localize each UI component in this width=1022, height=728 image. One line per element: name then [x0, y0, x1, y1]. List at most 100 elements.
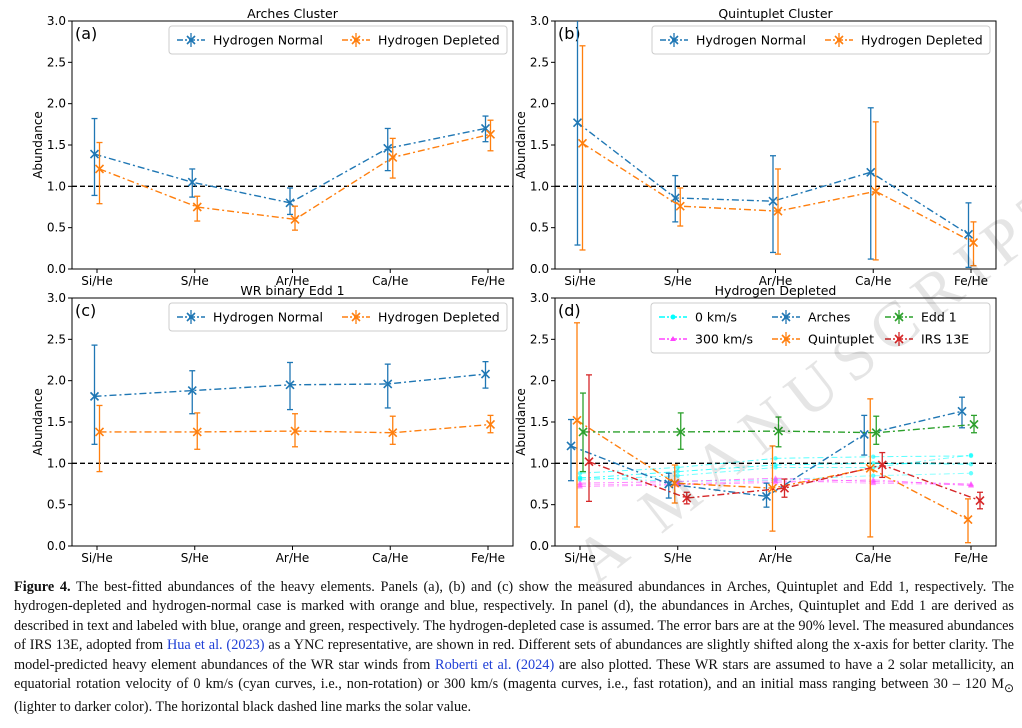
data-point — [767, 483, 778, 493]
data-point — [572, 415, 582, 425]
y-tick-label: 1.5 — [530, 138, 549, 152]
x-tick-label: Si/He — [81, 274, 112, 288]
model-marker — [773, 462, 778, 468]
plot-area — [555, 21, 996, 268]
model-marker — [968, 461, 974, 467]
legend-marker — [351, 35, 361, 45]
data-point — [187, 177, 197, 187]
legend-box — [651, 25, 991, 55]
plot-area — [72, 115, 513, 231]
x-tick-label: Fe/He — [954, 551, 988, 565]
panel-b: 0.0 0.5 1.0 1.5 2.0 2.5 3.0 Si/He S/He Ar/He Ca/He… — [514, 6, 997, 288]
data-point — [963, 229, 974, 239]
legend-label: 300 km/s — [695, 332, 753, 347]
data-point — [957, 406, 967, 416]
model-curve — [579, 472, 972, 483]
legend-label: Hydrogen Normal — [213, 310, 323, 325]
panel-a: 0.0 0.5 1.0 1.5 2.0 2.5 3.0 Si/He S/He Ar/He Ca/He… — [31, 6, 514, 288]
data-point — [94, 427, 105, 437]
model-marker — [675, 469, 680, 474]
x-tick-label: S/He — [664, 551, 692, 565]
data-point — [675, 201, 685, 211]
y-tick-label: 1.0 — [530, 179, 549, 193]
data-point — [388, 152, 398, 162]
legend-marker — [670, 314, 676, 320]
data-point — [572, 118, 583, 128]
model-marker — [871, 454, 876, 459]
citation-link-roberti[interactable]: Roberti et al. (2024) — [435, 656, 555, 673]
data-point — [89, 149, 100, 159]
y-tick-label: 2.0 — [530, 97, 549, 111]
caption-text-2: as a YNC representative, are shown in re… — [14, 637, 1015, 673]
panel-d: 0.0 0.5 1.0 1.5 2.0 2.5 3.0 Si/He S/He Ar/He Ca/He… — [514, 283, 997, 565]
legend-marker — [186, 312, 196, 322]
data-point — [485, 129, 496, 139]
x-tick-label: Fe/He — [954, 274, 988, 288]
model-marker — [871, 473, 876, 478]
data-point — [285, 380, 295, 390]
model-marker — [675, 473, 680, 478]
legend-label: Hydrogen Normal — [213, 33, 323, 48]
x-tick-label: Si/He — [81, 551, 112, 565]
y-tick-label: 0.5 — [47, 221, 66, 235]
plot-frame — [71, 20, 514, 270]
y-tick-label: 1.5 — [47, 415, 66, 429]
data-point — [779, 483, 790, 493]
data-point — [963, 514, 973, 525]
x-tick-label: S/He — [664, 274, 692, 288]
y-tick-label: 0.0 — [530, 262, 549, 276]
plot-area — [555, 322, 996, 544]
caption-text-1: The best-fitted abundances of the heavy … — [14, 579, 1014, 654]
y-tick-label: 0.0 — [530, 539, 549, 553]
data-point — [192, 427, 202, 437]
legend-marker — [186, 35, 196, 45]
legend-label: 0 km/s — [695, 310, 737, 325]
legend-box — [650, 302, 991, 354]
legend-box — [168, 302, 508, 332]
x-tick-label: Ar/He — [759, 274, 793, 288]
data-point — [577, 138, 588, 148]
y-tick-label: 1.0 — [530, 456, 549, 470]
legend-label: IRS 13E — [921, 332, 969, 347]
x-tick-label: S/He — [181, 551, 209, 565]
data-point — [566, 441, 576, 451]
y-tick-label: 1.5 — [47, 138, 66, 152]
figure-canvas: 0.0 0.5 1.0 1.5 2.0 2.5 3.0 Si/He S/He Ar/He Ca/He… — [31, 6, 997, 565]
panel-title: Arches Cluster — [247, 6, 339, 21]
data-point — [670, 478, 680, 488]
data-point — [859, 429, 869, 439]
data-point — [192, 202, 202, 212]
model-marker — [675, 465, 680, 470]
data-point — [773, 206, 783, 216]
data-point — [578, 427, 588, 437]
x-tick-label: Fe/He — [471, 551, 505, 565]
model-curve — [579, 477, 972, 485]
model-curve — [579, 462, 972, 479]
y-tick-label: 2.5 — [530, 332, 549, 346]
model-marker — [577, 476, 583, 481]
panel-c: 0.0 0.5 1.0 1.5 2.0 2.5 3.0 Si/He S/He Ar/He Ca/He… — [31, 283, 514, 565]
data-point — [388, 428, 398, 438]
x-tick-label: S/He — [181, 274, 209, 288]
citation-link-hua[interactable]: Hua et al. (2023) — [166, 637, 265, 654]
data-point — [676, 427, 686, 437]
x-tick-label: Ar/He — [759, 551, 793, 565]
legend-label: Hydrogen Depleted — [861, 33, 983, 48]
y-axis-label: Abundance — [514, 388, 528, 456]
plot-frame — [554, 20, 997, 270]
model-curve — [579, 479, 972, 487]
x-tick-label: Ca/He — [372, 274, 408, 288]
data-point — [290, 426, 300, 436]
data-point — [768, 196, 778, 206]
y-axis-label: Abundance — [31, 388, 45, 456]
panel-label: (d) — [558, 301, 581, 320]
caption-text-4: (lighter to darker color). The horizonta… — [14, 699, 472, 716]
model-marker — [577, 483, 583, 489]
y-tick-label: 2.0 — [47, 374, 66, 388]
y-tick-label: 3.0 — [47, 14, 66, 28]
legend-box — [168, 25, 508, 55]
legend-label: Quintuplet — [808, 332, 874, 347]
panel-label: (a) — [75, 24, 97, 43]
model-marker — [772, 475, 779, 481]
data-point — [485, 419, 496, 430]
